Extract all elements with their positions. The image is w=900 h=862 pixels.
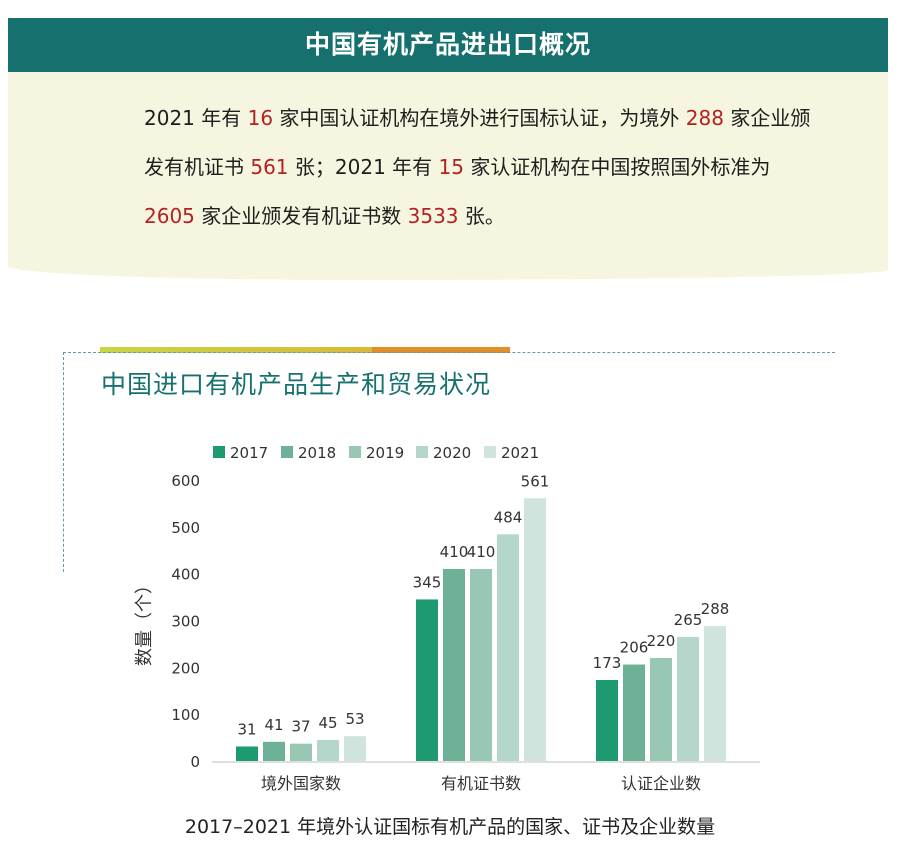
bar-2020-0 [317, 739, 339, 761]
y-tick-label: 100 [171, 706, 200, 724]
highlight-number: 3533 [407, 204, 459, 228]
y-tick-label: 200 [171, 659, 200, 677]
highlight-number: 16 [247, 106, 274, 130]
highlight-number: 288 [685, 106, 724, 130]
dashed-frame-top [63, 352, 835, 353]
bar-2019-1 [470, 568, 492, 761]
bar-2021-0 [344, 736, 366, 761]
legend-label-2019: 2019 [366, 444, 404, 462]
highlight-number: 561 [250, 155, 289, 179]
legend-swatch-2019 [349, 446, 361, 458]
data-label: 265 [674, 611, 703, 629]
data-label: 41 [264, 716, 283, 734]
y-axis-title: 数量（个） [134, 576, 155, 666]
bar-2017-1 [416, 599, 438, 761]
summary-text: 2021 年有 16 家中国认证机构在境外进行国标认证，为境外 288 家企业颁… [96, 94, 816, 241]
chart-caption: 2017–2021 年境外认证国标有机产品的国家、证书及企业数量 [184, 816, 716, 838]
y-tick-label: 300 [171, 613, 200, 631]
x-category-label: 认证企业数 [621, 774, 701, 793]
data-label: 37 [291, 718, 310, 736]
data-label: 288 [701, 600, 730, 618]
dashed-frame-left [63, 352, 64, 572]
bar-2020-1 [497, 534, 519, 761]
data-label: 345 [413, 573, 442, 591]
bar-2021-2 [704, 626, 726, 761]
data-label: 53 [345, 710, 364, 728]
legend-label-2017: 2017 [230, 444, 268, 462]
data-label: 173 [593, 654, 622, 672]
legend-label-2020: 2020 [433, 444, 471, 462]
legend-swatch-2017 [213, 446, 225, 458]
summary-segment: 2021 年有 [144, 106, 248, 130]
summary-segment: 家企业颁发有机证书数 [194, 204, 408, 228]
summary-panel [8, 72, 888, 280]
bar-2018-2 [623, 664, 645, 761]
bar-2021-1 [524, 498, 546, 761]
summary-segment: 张；2021 年有 [288, 155, 439, 179]
y-tick-label: 600 [171, 472, 200, 490]
bar-2020-2 [677, 636, 699, 761]
data-label: 410 [467, 543, 496, 561]
legend-swatch-2021 [484, 446, 496, 458]
y-tick-label: 400 [171, 566, 200, 584]
section-title: 中国进口有机产品生产和贸易状况 [101, 370, 492, 399]
bar-2018-1 [443, 568, 465, 761]
bar-2017-0 [236, 746, 258, 761]
summary-segment: 家认证机构在中国按照国外标准为 [463, 155, 771, 179]
data-label: 206 [620, 639, 649, 657]
y-tick-label: 500 [171, 519, 200, 537]
header-banner: 中国有机产品进出口概况 [8, 18, 888, 72]
page-title: 中国有机产品进出口概况 [304, 30, 591, 59]
bar-2017-2 [596, 679, 618, 761]
legend-label-2018: 2018 [298, 444, 336, 462]
bar-2019-0 [290, 743, 312, 761]
data-label: 484 [494, 508, 523, 526]
highlight-number: 2605 [144, 204, 195, 228]
bar-2019-2 [650, 657, 672, 761]
data-label: 561 [521, 472, 550, 490]
data-label: 31 [237, 720, 256, 738]
legend-label-2021: 2021 [501, 444, 539, 462]
legend-swatch-2018 [281, 446, 293, 458]
bar-2018-0 [263, 741, 285, 761]
highlight-number: 15 [438, 155, 464, 179]
decor-bar-orange [372, 347, 510, 353]
summary-segment: 家中国认证机构在境外进行国标认证，为境外 [273, 106, 686, 130]
summary-segment: 家企业颁发有机证书 [144, 106, 811, 179]
legend-swatch-2020 [416, 446, 428, 458]
x-category-label: 有机证书数 [441, 774, 521, 793]
data-label: 410 [440, 543, 469, 561]
x-category-label: 境外国家数 [261, 774, 341, 793]
decor-bar-green [100, 347, 372, 353]
data-label: 45 [318, 714, 337, 732]
y-tick-label: 0 [190, 753, 200, 771]
data-label: 220 [647, 632, 676, 650]
summary-segment: 张。 [458, 204, 505, 228]
